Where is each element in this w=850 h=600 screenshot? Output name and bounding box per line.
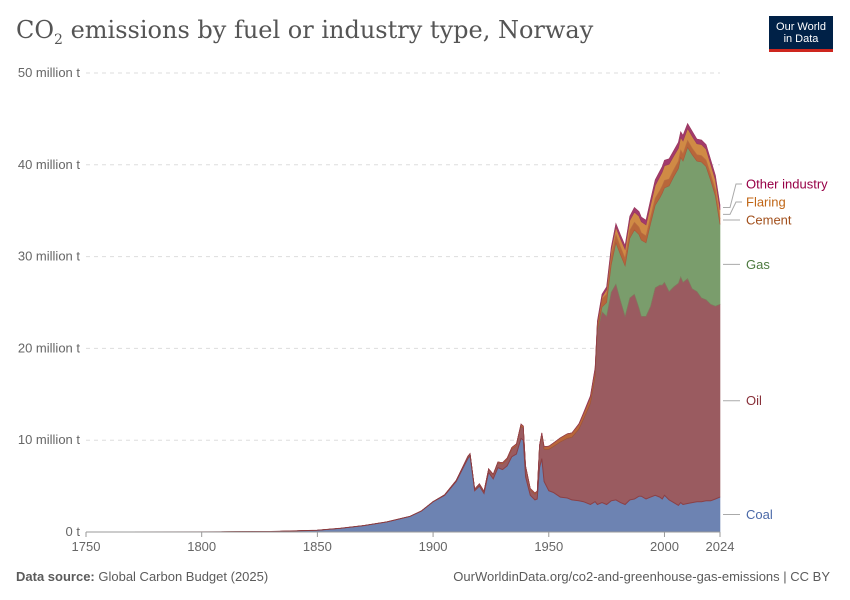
title-rest: emissions by fuel or industry type, Norw…	[62, 16, 594, 44]
area-edge	[85, 139, 721, 533]
title-subscript: 2	[54, 31, 63, 48]
chart-title: CO2 emissions by fuel or industry type, …	[16, 16, 593, 48]
y-tick-label: 40 million t	[18, 157, 81, 172]
x-tick-label: 1850	[303, 539, 332, 554]
series-labels[interactable]: Coal Oil Gas Cement Flaring Other industry	[723, 177, 828, 523]
series-label-coal[interactable]: Coal	[746, 507, 773, 522]
source-url[interactable]: OurWorldinData.org/co2-and-greenhouse-ga…	[453, 569, 830, 584]
area-other-industry[interactable]	[85, 122, 721, 533]
series-label-cement[interactable]: Cement	[746, 213, 792, 228]
area-edge	[85, 122, 721, 533]
source-label: Data source:	[16, 569, 95, 584]
label-connector	[723, 183, 742, 208]
y-tick-label: 30 million t	[18, 249, 81, 264]
series-label-flaring[interactable]: Flaring	[746, 195, 786, 210]
x-tick-label: 2024	[706, 539, 735, 554]
logo-line-2: in Data	[783, 33, 819, 45]
area-edge	[85, 275, 721, 533]
x-tick-label: 2000	[650, 539, 679, 554]
chart-area[interactable]: 0 t 10 million t 20 million t 30 million t 4…	[0, 0, 850, 560]
logo-line-1: Our World	[776, 21, 826, 33]
x-tick-label: 1750	[72, 539, 101, 554]
axes: 0 t 10 million t 20 million t 30 million t 4…	[18, 65, 735, 554]
y-tick-label: 0 t	[66, 524, 81, 539]
stacked-areas[interactable]	[85, 122, 721, 533]
title-co: CO	[16, 16, 55, 44]
series-label-gas[interactable]: Gas	[746, 257, 770, 272]
owid-logo[interactable]: Our World in Data	[769, 16, 833, 52]
series-label-other-industry[interactable]: Other industry	[746, 177, 828, 192]
data-source: Data source: Global Carbon Budget (2025)	[16, 569, 268, 584]
series-label-oil[interactable]: Oil	[746, 393, 762, 408]
y-tick-label: 50 million t	[18, 65, 81, 80]
area-edge	[85, 127, 721, 533]
y-tick-label: 10 million t	[18, 432, 81, 447]
area-edge	[85, 437, 721, 533]
y-tick-label: 20 million t	[18, 340, 81, 355]
area-edge	[85, 146, 721, 533]
x-tick-label: 1950	[534, 539, 563, 554]
x-tick-label: 1800	[187, 539, 216, 554]
label-connector	[723, 201, 742, 215]
source-value: Global Carbon Budget (2025)	[94, 569, 269, 584]
x-tick-label: 1900	[419, 539, 448, 554]
